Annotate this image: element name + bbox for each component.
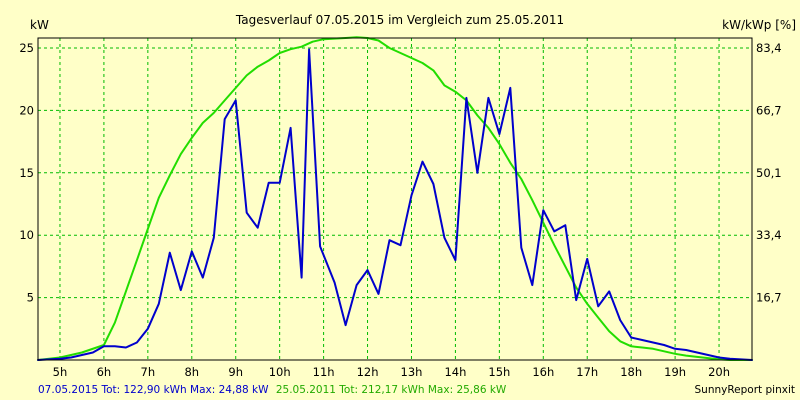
x-tick-label: 17h [576, 365, 598, 379]
x-tick-label: 10h [269, 365, 291, 379]
y-right-tick-label: 33,4 [756, 228, 782, 242]
x-tick-label: 20h [708, 365, 730, 379]
x-tick-label: 13h [401, 365, 423, 379]
y-left-tick-label: 5 [27, 291, 34, 305]
x-tick-label: 5h [53, 365, 68, 379]
y-left-tick-label: 25 [19, 41, 34, 55]
y-right-tick-label: 66,7 [756, 103, 782, 117]
footer-blue-summary: 07.05.2015 Tot: 122,90 kWh Max: 24,88 kW [38, 384, 269, 396]
x-tick-label: 15h [488, 365, 510, 379]
y-left-tick-label: 15 [19, 166, 34, 180]
y-axis-left-label: kW [30, 18, 49, 32]
y-right-tick-label: 16,7 [756, 291, 782, 305]
x-tick-label: 12h [357, 365, 379, 379]
y-right-tick-label: 83,4 [756, 41, 782, 55]
y-left-tick-label: 20 [19, 103, 34, 117]
x-tick-label: 8h [184, 365, 199, 379]
x-tick-label: 18h [620, 365, 642, 379]
x-tick-label: 7h [141, 365, 156, 379]
plot-frame [37, 37, 753, 361]
footer-summary: 07.05.2015 Tot: 122,90 kWh Max: 24,88 kW… [38, 384, 507, 396]
y-axis-right-label: kW/kWp [%] [722, 18, 796, 32]
chart-title: Tagesverlauf 07.05.2015 im Vergleich zum… [235, 13, 564, 27]
x-tick-label: 19h [664, 365, 686, 379]
tick-labels: 5h 6h 7h 8h 9h 10h 11h 12h 13h 14h 15h 16h 17h 18h 19h… [19, 41, 781, 379]
series-layer [37, 36, 753, 361]
footer-green-summary: 25.05.2011 Tot: 212,17 kWh Max: 25,86 kW [276, 384, 507, 396]
x-tick-label: 16h [532, 365, 554, 379]
y-left-tick-label: 10 [19, 228, 34, 242]
x-tick-label: 11h [313, 365, 335, 379]
footer-credit: SunnyReport pinxit [695, 384, 795, 396]
y-right-tick-label: 50,1 [756, 166, 782, 180]
x-tick-label: 9h [228, 365, 243, 379]
x-tick-label: 14h [444, 365, 466, 379]
x-tick-label: 6h [97, 365, 112, 379]
series-line-25-05-2011 [37, 36, 753, 361]
series-line-07-05-2015 [37, 48, 753, 361]
grid [38, 38, 752, 360]
